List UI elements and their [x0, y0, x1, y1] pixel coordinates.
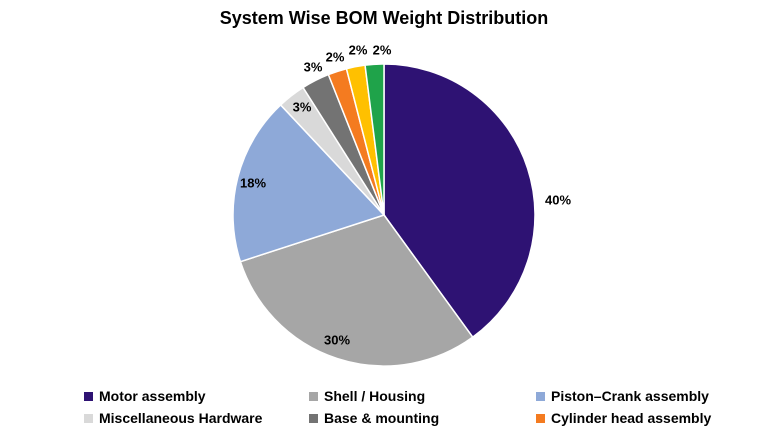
legend-swatch: [309, 413, 318, 423]
legend-swatch: [309, 391, 318, 401]
legend-item-3: Piston–Crank assembly: [536, 386, 709, 406]
slice-label-7: 2%: [349, 42, 368, 57]
legend-item-6: Cylinder head assembly: [536, 408, 711, 428]
slice-label-4: 3%: [293, 99, 312, 114]
pie-slice-2: [239, 214, 474, 367]
slice-label-1: 40%: [545, 192, 571, 207]
slice-label-3: 18%: [240, 175, 266, 190]
legend-swatch: [536, 413, 545, 423]
slice-label-2: 30%: [324, 332, 350, 347]
legend-item-5: Base & mounting: [309, 408, 439, 428]
pie-chart: 40%30%18%3%3%2% 2% 2%: [232, 42, 571, 367]
legend-label: Miscellaneous Hardware: [99, 410, 263, 426]
pie-labels: 40%30%18%3%3%2% 2% 2%: [240, 42, 571, 347]
pie-slice-3: [232, 103, 386, 263]
legend-label: Cylinder head assembly: [551, 410, 712, 426]
legend-item-1: Motor assembly: [84, 386, 206, 406]
slice-label-8: 2%: [373, 42, 392, 57]
legend-label: Piston–Crank assembly: [551, 388, 709, 404]
legend-label: Motor assembly: [99, 388, 206, 404]
slice-label-5: 3%: [304, 59, 323, 74]
chart-title: System Wise BOM Weight Distribution: [219, 8, 549, 28]
pie-slice-8: [364, 63, 385, 216]
legend-item-4: Miscellaneous Hardware: [84, 408, 262, 428]
legend-label: Base & mounting: [324, 410, 440, 426]
legend-swatch: [84, 391, 93, 401]
slice-label-6: 2%: [326, 49, 345, 64]
legend-label: Shell / Housing: [324, 388, 426, 404]
legend-swatch: [84, 413, 93, 423]
pie-slices: [232, 63, 536, 367]
legend-item-2: Shell / Housing: [309, 386, 425, 406]
pie-slice-1: [383, 63, 536, 339]
legend-swatch: [536, 391, 545, 401]
legend: Motor assembly Shell / Housing Piston–Cran…: [0, 384, 768, 434]
